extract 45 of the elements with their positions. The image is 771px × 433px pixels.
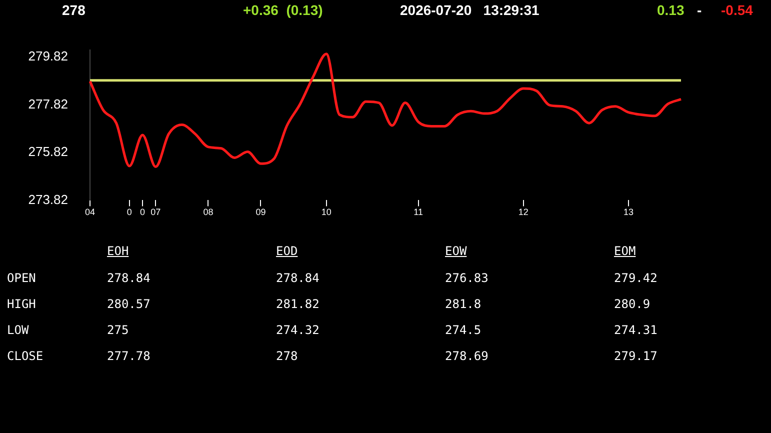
x-tick-label: 04 — [84, 207, 96, 218]
text: 2026-07-20 13:29:31 — [400, 2, 540, 18]
text: - — [697, 2, 702, 18]
text: 279.17 — [614, 349, 658, 363]
text: 274.31 — [614, 323, 658, 337]
text: 278.84 — [107, 271, 150, 285]
text: LOW — [7, 323, 29, 337]
y-tick-label: 275.82 — [28, 144, 68, 160]
text: 278.84 — [276, 271, 320, 285]
text: 280.57 — [107, 297, 150, 311]
text: 276.83 — [445, 271, 488, 285]
text: CLOSE — [7, 349, 44, 363]
text: 281.82 — [276, 297, 320, 311]
x-tick-label: 13 — [623, 207, 634, 218]
text: EOH — [107, 244, 129, 258]
text: 278 — [62, 2, 86, 18]
text: 274.32 — [276, 323, 320, 337]
x-tick-label: 12 — [518, 207, 528, 218]
text: 274.5 — [445, 323, 482, 337]
x-tick-label: 0 — [140, 207, 146, 218]
x-tick-label: 11 — [414, 207, 424, 218]
x-tick-label: 07 — [150, 207, 161, 218]
x-tick-label: 09 — [256, 207, 266, 218]
x-tick-label: 08 — [203, 207, 214, 218]
text: +0.36 (0.13) — [243, 2, 323, 18]
text: -0.54 — [721, 2, 753, 18]
y-tick-label: 279.82 — [28, 48, 68, 64]
text: EOW — [445, 244, 467, 258]
y-tick-label: 277.82 — [28, 96, 68, 112]
text: 0.13 — [657, 2, 684, 18]
text: EOM — [614, 244, 636, 258]
text: 277.78 — [107, 349, 150, 363]
text: HIGH — [7, 297, 36, 311]
text: 280.9 — [614, 297, 650, 311]
x-tick-label: 10 — [321, 207, 332, 218]
text: 281.8 — [445, 297, 482, 311]
text: EOD — [276, 244, 298, 258]
text: 278.69 — [445, 349, 488, 363]
text: 275 — [107, 323, 129, 337]
text: OPEN — [7, 271, 36, 285]
line-series — [88, 52, 682, 168]
y-tick-label: 273.82 — [28, 192, 68, 207]
x-tick-label: 0 — [126, 207, 132, 218]
text: 278 — [276, 349, 298, 363]
text: 279.42 — [614, 271, 658, 285]
